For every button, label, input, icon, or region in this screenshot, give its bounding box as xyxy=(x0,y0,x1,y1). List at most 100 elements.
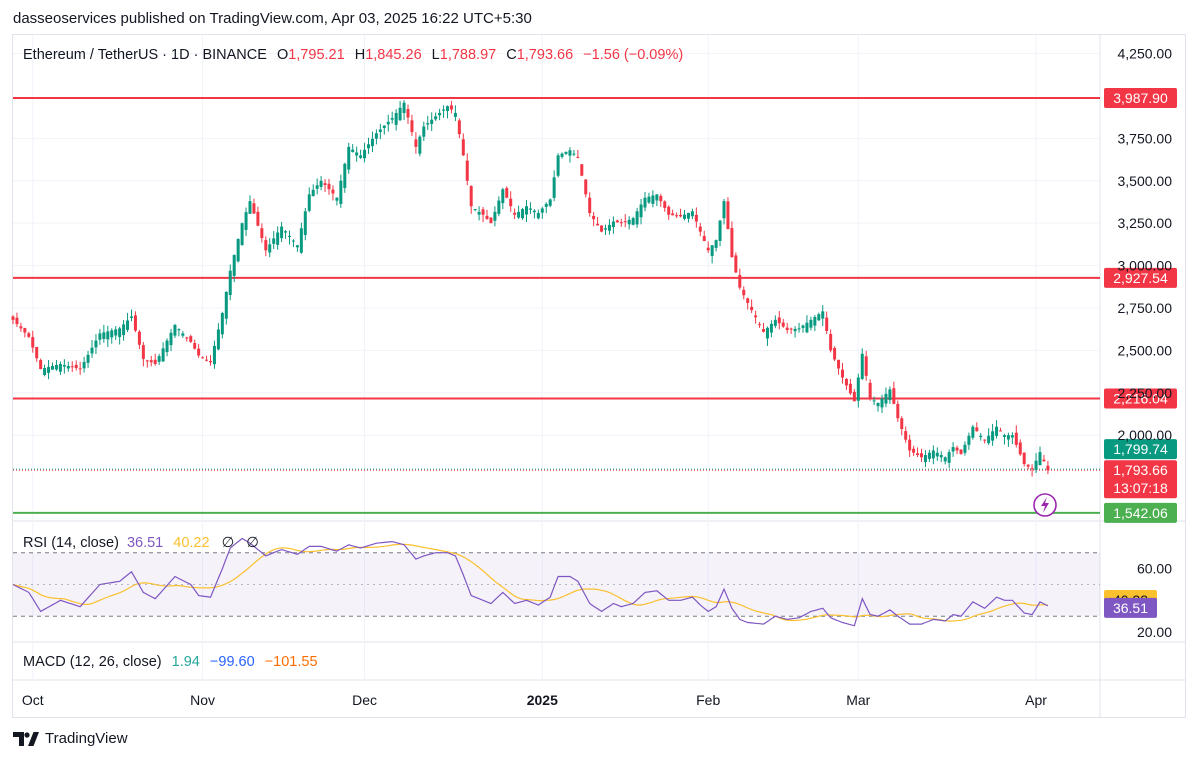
candle-body xyxy=(746,298,750,303)
candle-body xyxy=(51,365,54,370)
candle-body xyxy=(438,112,442,116)
candle-body xyxy=(801,325,805,328)
candle-body xyxy=(967,435,971,445)
candle-body xyxy=(216,329,220,350)
candle-body xyxy=(576,156,580,158)
candle-body xyxy=(47,367,51,373)
y-tick-label: 3,250.00 xyxy=(1118,215,1173,231)
candle-body xyxy=(908,439,912,451)
candle-body xyxy=(702,236,706,241)
candle-body xyxy=(276,232,280,245)
candle-body xyxy=(1046,465,1050,471)
candle-body xyxy=(580,164,584,176)
candle-body xyxy=(465,160,469,181)
candle-body xyxy=(260,228,264,239)
candle-body xyxy=(710,245,714,256)
candle-body xyxy=(686,213,690,219)
x-tick-label: Nov xyxy=(190,692,215,708)
candle-body xyxy=(339,180,343,204)
level-price-label: 3,987.90 xyxy=(1113,90,1168,106)
candle-body xyxy=(430,119,434,124)
candle-body xyxy=(900,418,904,429)
candle-body xyxy=(627,219,631,225)
candle-body xyxy=(667,206,671,215)
candle-body xyxy=(552,177,556,198)
candle-body xyxy=(173,324,177,336)
candle-body xyxy=(876,402,880,407)
candle-body xyxy=(556,155,560,176)
legend-low-value: 1,788.97 xyxy=(440,47,496,63)
candle-body xyxy=(793,328,797,332)
x-tick-label: Feb xyxy=(696,692,720,708)
candle-body xyxy=(698,226,702,232)
candle-body xyxy=(837,359,841,369)
candle-body xyxy=(528,208,532,210)
candle-body xyxy=(734,255,738,273)
candle-body xyxy=(493,211,497,221)
candle-body xyxy=(461,139,465,156)
candle-body xyxy=(169,332,173,346)
candle-body xyxy=(679,214,683,217)
candle-body xyxy=(714,240,718,248)
level-price-tag xyxy=(1104,88,1177,109)
candle-body xyxy=(39,360,43,370)
candle-body xyxy=(975,427,979,432)
candle-body xyxy=(631,218,635,225)
candle-body xyxy=(74,364,78,369)
macd-signal-value: −101.55 xyxy=(265,654,318,670)
axis-layer: 4,250.00 3,750.00 3,500.00 3,250.00 3,000.00… xyxy=(22,46,1172,708)
candle-body xyxy=(209,361,212,363)
candle-body xyxy=(370,138,374,147)
candle-body xyxy=(777,317,781,324)
candle-body xyxy=(252,203,256,214)
candle-body xyxy=(1002,435,1006,437)
candle-body xyxy=(165,340,169,353)
candles-layer xyxy=(11,100,1050,477)
rsi-legend: RSI (14, close) 36.51 40.22 ∅ ∅ xyxy=(23,535,259,551)
candle-body xyxy=(382,125,386,129)
rsi-value: 36.51 xyxy=(127,535,163,551)
candle-body xyxy=(205,359,209,361)
candle-body xyxy=(726,201,730,230)
candle-body xyxy=(122,324,126,336)
candle-body xyxy=(639,204,643,218)
candle-body xyxy=(126,320,130,330)
candle-body xyxy=(635,211,639,225)
candle-body xyxy=(94,340,98,348)
candle-body xyxy=(935,452,939,457)
candle-body xyxy=(1014,432,1018,445)
candle-body xyxy=(979,435,983,438)
candle-body xyxy=(442,109,446,111)
candle-body xyxy=(118,328,122,337)
legend-high-label: H xyxy=(355,47,365,63)
candle-body xyxy=(236,239,240,262)
candle-body xyxy=(920,453,923,458)
candle-body xyxy=(27,333,31,337)
rsi-layer: 40.22 36.51 xyxy=(12,537,1157,627)
candle-body xyxy=(359,155,363,158)
candle-body xyxy=(536,213,540,219)
candle-body xyxy=(572,153,576,155)
candle-body xyxy=(659,195,663,202)
candle-body xyxy=(23,328,27,333)
level-price-label: 2,927.54 xyxy=(1113,270,1168,286)
candle-body xyxy=(114,329,118,336)
candle-body xyxy=(615,220,619,223)
level-price-tag xyxy=(1104,388,1177,409)
publisher-caption: dasseoservices published on TradingView.… xyxy=(13,10,532,27)
level-price-tag xyxy=(1104,502,1177,523)
countdown-label: 13:07:18 xyxy=(1113,480,1168,496)
candle-body xyxy=(489,217,493,224)
candle-body xyxy=(931,450,935,459)
x-tick-label: 2025 xyxy=(527,692,558,708)
tradingview-logo[interactable]: TradingView xyxy=(13,730,128,747)
y-tick-label: 2,250.00 xyxy=(1118,385,1173,401)
macd-value: −99.60 xyxy=(210,654,255,670)
candle-body xyxy=(133,315,137,331)
candle-body xyxy=(781,322,785,327)
legend-change: −1.56 (−0.09%) xyxy=(583,47,683,63)
candle-body xyxy=(161,348,165,362)
rsi-band-layer xyxy=(13,552,1100,617)
lightning-alert-icon[interactable] xyxy=(1033,493,1057,517)
